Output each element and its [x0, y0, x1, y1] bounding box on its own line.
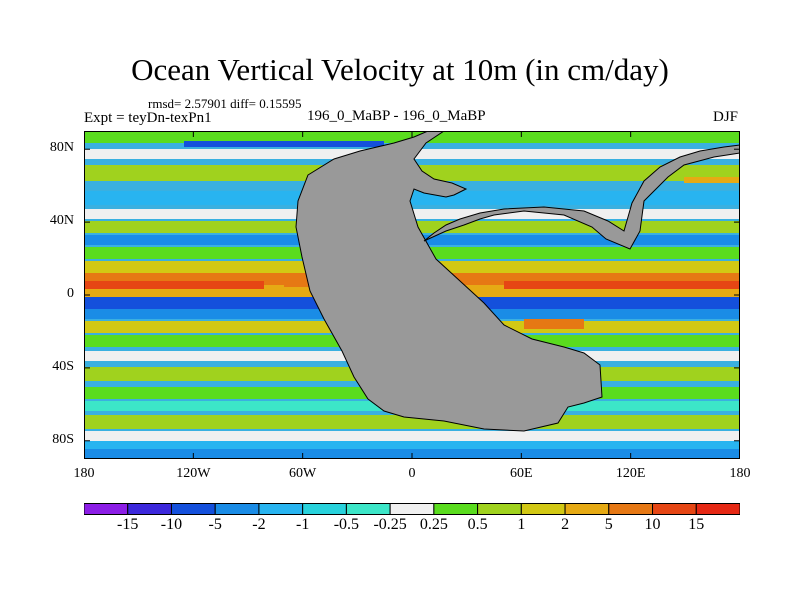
colorbar-tick-label: 10 — [644, 516, 661, 533]
colorbar-swatch — [695, 503, 740, 515]
x-tick-label: 60E — [510, 466, 533, 481]
season-label: DJF — [712, 109, 738, 125]
land-mass-pangaea — [84, 131, 740, 432]
colorbar-swatch — [214, 503, 260, 515]
x-tick-label: 180 — [729, 466, 751, 481]
colorbar — [84, 503, 740, 515]
colorbar-tick-label: 2 — [561, 516, 570, 533]
colorbar-swatch — [127, 503, 172, 515]
x-tick-label: 120E — [615, 466, 646, 481]
x-tick-label: 120W — [176, 466, 211, 481]
colorbar-tick-label: 15 — [688, 516, 705, 533]
colorbar-tick-label: 0.5 — [467, 516, 488, 533]
colorbar-swatch — [389, 503, 435, 515]
axis-ticks — [84, 131, 740, 459]
colorbar-swatch — [345, 503, 391, 515]
case-label: 196_0_MaBP - 196_0_MaBP — [307, 108, 486, 124]
x-tick-label: 0 — [408, 466, 416, 481]
colorbar-swatch — [564, 503, 610, 515]
experiment-label: Expt = teyDn-texPn1 — [84, 110, 212, 126]
vertical-velocity-map — [84, 131, 740, 459]
colorbar-tick-label: -2 — [252, 516, 266, 533]
colorbar-swatch — [652, 503, 697, 515]
rmsd-diff-stats: rmsd= 2.57901 diff= 0.15595 — [148, 96, 302, 111]
figure-title: Ocean Vertical Velocity at 10m (in cm/da… — [131, 52, 669, 87]
colorbar-tick-label: -5 — [208, 516, 222, 533]
ocean-velocity-patches — [84, 141, 740, 329]
colorbar-swatch — [477, 503, 522, 515]
y-tick-label: 40N — [49, 213, 74, 229]
colorbar-swatch — [520, 503, 566, 515]
y-tick-label: 80S — [52, 431, 74, 447]
colorbar-swatch — [170, 503, 216, 515]
colorbar-tick-label: -0.5 — [333, 516, 360, 533]
colorbar-tick-label: -10 — [160, 516, 183, 533]
colorbar-tick-label: 1 — [517, 516, 526, 533]
x-tick-label: 180 — [73, 466, 95, 481]
y-tick-label: 40S — [52, 358, 74, 374]
y-tick-label: 0 — [67, 286, 74, 301]
colorbar-tick-label: 5 — [604, 516, 613, 533]
colorbar-swatch — [608, 503, 654, 515]
colorbar-tick-label: -0.25 — [373, 516, 407, 533]
colorbar-swatch — [258, 503, 304, 515]
colorbar-swatch — [302, 503, 347, 515]
colorbar-tick-label: -15 — [117, 516, 139, 533]
colorbar-swatch — [84, 503, 129, 515]
colorbar-tick-label: 0.25 — [419, 516, 448, 533]
x-tick-label: 60W — [289, 466, 317, 481]
colorbar-swatch — [433, 503, 479, 515]
colorbar-tick-label: -1 — [295, 516, 310, 533]
y-tick-label: 80N — [49, 140, 74, 156]
